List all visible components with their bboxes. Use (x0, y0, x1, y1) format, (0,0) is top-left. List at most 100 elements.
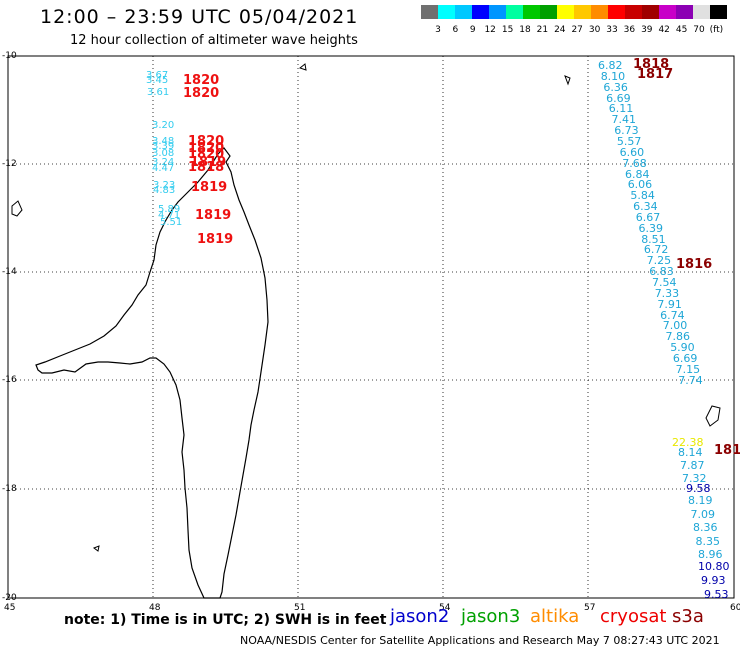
map-grid (8, 56, 734, 598)
wave-height-label: 10.80 (698, 560, 730, 573)
wave-height-label: 22.38 (672, 436, 704, 449)
wave-height-label: 6.84 (625, 167, 650, 181)
color-swatch (574, 5, 591, 19)
wave-height-label: 3.08 (152, 148, 175, 159)
color-swatch (642, 5, 659, 19)
lon-label: 51 (294, 603, 306, 613)
wave-height-label: 6.36 (603, 80, 628, 94)
wave-height-label: 7.87 (680, 459, 705, 472)
wave-height-label: 7.54 (652, 276, 677, 289)
wave-height-label: 3.48 (152, 136, 175, 147)
wave-height-label: 6.74 (660, 308, 685, 322)
wave-height-label: 6.69 (606, 91, 631, 105)
color-scale-label: 45 (675, 25, 688, 35)
wave-height-label: 5.51 (160, 217, 183, 228)
color-swatch (625, 5, 642, 19)
wave-height-label: 5.57 (616, 134, 642, 148)
wave-height-label: 5.89 (158, 204, 181, 215)
wave-height-label: 1819 (191, 180, 228, 195)
lat-label: -14 (2, 267, 17, 277)
wave-height-label: 6.69 (672, 351, 698, 365)
wave-height-label: 7.09 (690, 507, 716, 521)
island-east-1 (705, 405, 721, 427)
wave-height-label: 7.91 (657, 297, 682, 311)
wave-height-label: 8.51 (641, 232, 666, 246)
wave-height-label: 1820 (188, 147, 225, 162)
island-ne (298, 63, 307, 71)
wave-height-label: 6.73 (614, 124, 639, 138)
legend-jason3: jason3 (461, 606, 521, 627)
wave-height-label: 3.45 (146, 75, 169, 86)
color-swatch (472, 5, 489, 19)
lon-label: 54 (439, 603, 451, 613)
wave-height-label: 8.96 (698, 548, 723, 561)
map-frame (7, 55, 735, 599)
page-subtitle: 12 hour collection of altimeter wave hei… (70, 33, 358, 48)
wave-height-label: 9.58 (686, 482, 711, 495)
wave-height-label: 6.39 (638, 221, 664, 235)
color-swatch (421, 5, 438, 19)
color-scale-label: 6 (452, 25, 459, 35)
wave-height-label: 5.84 (630, 189, 655, 203)
lat-label: -12 (2, 159, 17, 169)
color-scale-label: 21 (536, 25, 549, 35)
islet-south (92, 545, 100, 552)
wave-height-label: 1820 (188, 134, 225, 149)
wave-height-label: 8.36 (693, 521, 718, 534)
wave-height-label: 6.06 (627, 178, 653, 192)
color-swatch (659, 5, 676, 19)
wave-height-label: 8.14 (678, 446, 703, 459)
wave-height-label: 1820 (183, 73, 220, 88)
lat-label: -10 (2, 51, 17, 61)
color-swatch (693, 5, 710, 19)
color-scale-label: (ft) (709, 25, 724, 35)
color-swatch (455, 5, 472, 19)
wave-height-label: 3.20 (152, 120, 175, 131)
wave-height-label: 3.39 (152, 141, 175, 152)
legend-jason2: jason2 (390, 606, 450, 627)
lat-label: -20 (2, 593, 17, 603)
wave-height-label: 1820 (183, 86, 220, 101)
wave-height-label: 7.68 (622, 156, 647, 170)
wave-height-label: 5.90 (670, 341, 695, 355)
color-scale-label: 9 (469, 25, 476, 35)
wave-height-label: 6.11 (608, 102, 634, 116)
color-scale-label: 27 (571, 25, 583, 35)
lon-label: 57 (584, 603, 596, 613)
color-swatch (523, 5, 540, 19)
wave-height-label: 3.67 (146, 70, 169, 81)
wave-height-label: 7.15 (675, 362, 701, 376)
color-swatch (557, 5, 574, 19)
wave-height-label: 1818 (188, 160, 225, 175)
color-swatch (506, 5, 523, 19)
wave-height-label: 7.32 (682, 472, 707, 485)
lat-label: -18 (2, 484, 17, 494)
wave-height-label: 7.33 (654, 286, 680, 300)
wave-height-label: 3.23 (153, 180, 176, 191)
color-swatch (540, 5, 557, 19)
wave-height-label: 7.41 (611, 113, 637, 127)
color-scale-label: 33 (606, 25, 618, 35)
lon-label: 60 (730, 603, 740, 613)
wave-height-label: 4.47 (152, 163, 175, 174)
wave-height-label: 8.35 (695, 534, 721, 548)
color-swatch (591, 5, 608, 19)
wave-height-label: 9.53 (704, 588, 729, 601)
wave-height-label: 4.71 (158, 210, 181, 221)
madagascar-coastline (35, 147, 269, 599)
wave-height-label: 6.60 (619, 145, 645, 159)
color-swatch (676, 5, 693, 19)
wave-height-label: 1819 (195, 208, 232, 223)
legend-altika: altika (530, 606, 580, 627)
legend-s3a: s3a (672, 606, 704, 627)
color-scale-label: 15 (501, 25, 514, 35)
color-scale-label: 42 (658, 25, 670, 35)
wave-height-label: 6.34 (633, 200, 658, 214)
color-scale-label: 24 (554, 25, 566, 35)
color-scale-label: 36 (623, 25, 636, 35)
color-scale-label: 12 (484, 25, 496, 35)
wave-height-label: 1818 (633, 57, 670, 72)
wave-height-label: 1816 (676, 257, 713, 272)
footer-credit: NOAA/NESDIS Center for Satellite Applica… (240, 634, 720, 647)
wave-height-label: 7.00 (662, 319, 688, 333)
